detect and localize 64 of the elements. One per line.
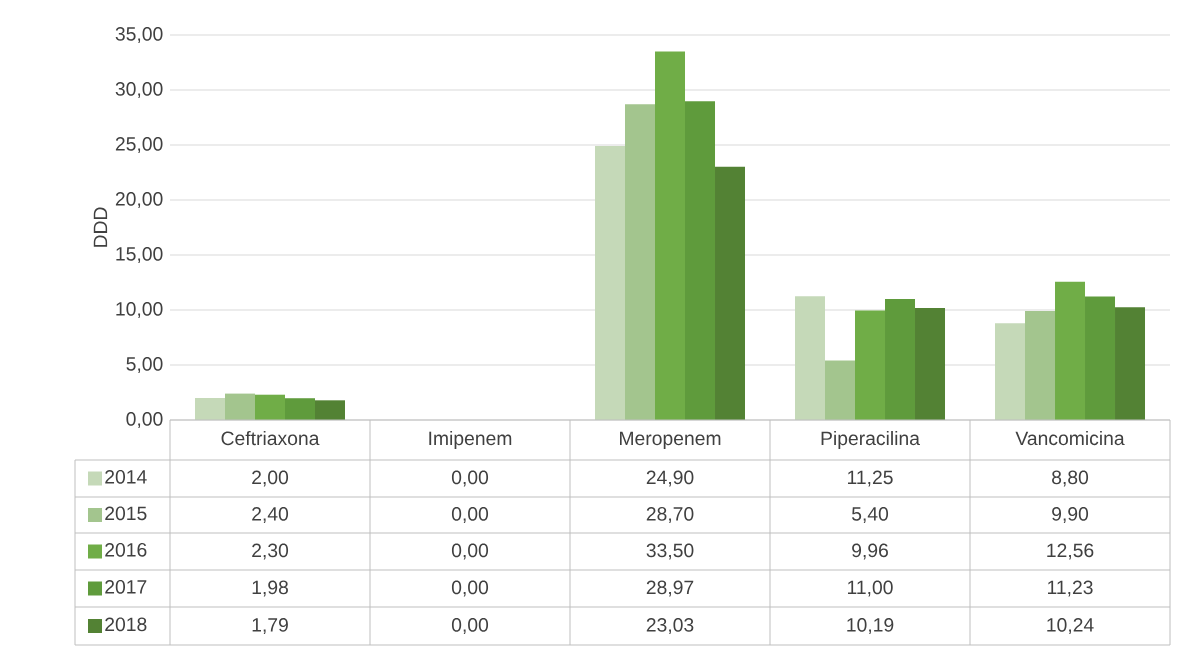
data-label: 2,40 xyxy=(252,507,289,523)
y-axis-title: DDD xyxy=(93,207,108,247)
bar xyxy=(885,299,916,420)
y-tick-label: 10,00 xyxy=(116,302,163,318)
data-label: 10,19 xyxy=(847,618,894,634)
x-tick-label: Ceftriaxona xyxy=(221,430,320,446)
bar xyxy=(995,323,1026,420)
y-tick-label: 35,00 xyxy=(115,27,163,43)
bar xyxy=(1055,281,1086,420)
data-label: 0,00 xyxy=(451,543,489,560)
y-tick-label: 0,00 xyxy=(126,412,163,428)
data-label: 1,98 xyxy=(252,580,288,597)
legend-label: 2014 xyxy=(105,469,147,484)
x-tick-label: Imipenem xyxy=(429,430,512,450)
data-label: 11,25 xyxy=(848,470,893,487)
data-label: 11,23 xyxy=(1048,580,1093,597)
y-tick-label: 25,00 xyxy=(115,137,163,153)
data-label: 2,30 xyxy=(252,543,289,560)
data-label: 12,56 xyxy=(1047,543,1094,560)
bar xyxy=(595,146,626,420)
bar xyxy=(225,393,255,420)
data-label: 1,79 xyxy=(252,618,288,634)
bar xyxy=(1025,311,1056,420)
data-label: 28,97 xyxy=(646,580,694,597)
bar xyxy=(855,310,886,420)
data-label: 0,00 xyxy=(451,507,489,523)
legend-label: 2015 xyxy=(105,506,147,521)
bar xyxy=(1115,307,1146,420)
x-tick-label: Vancomicina xyxy=(1015,430,1125,446)
bar xyxy=(795,296,826,420)
bar xyxy=(1085,296,1116,420)
data-label: 0,00 xyxy=(451,618,489,634)
data-label: 10,24 xyxy=(1047,618,1094,634)
data-label: 9,90 xyxy=(1052,507,1089,523)
y-tick-label: 30,00 xyxy=(115,82,163,98)
legend-label: 2018 xyxy=(105,617,147,632)
data-label: 24,90 xyxy=(646,470,694,487)
bar xyxy=(285,398,315,420)
data-label: 5,40 xyxy=(851,507,889,523)
bar xyxy=(685,101,716,420)
x-tick-label: Piperacilina xyxy=(821,430,920,450)
bar xyxy=(625,104,656,420)
legend-label: 2017 xyxy=(105,579,147,594)
x-tick-label: Meropenem xyxy=(620,431,721,450)
bar xyxy=(715,166,746,420)
bar xyxy=(315,400,346,420)
data-label: 9,96 xyxy=(852,543,888,560)
y-tick-label: 20,00 xyxy=(115,192,163,208)
legend-label: 2016 xyxy=(105,542,147,557)
bar xyxy=(195,398,226,420)
data-label: 2,00 xyxy=(252,470,289,487)
bar xyxy=(915,307,946,420)
data-label: 28,70 xyxy=(646,507,694,523)
y-tick-label: 5,00 xyxy=(126,357,163,373)
bar xyxy=(255,394,286,420)
data-label: 23,03 xyxy=(646,618,694,634)
bar xyxy=(825,360,856,420)
y-tick-label: 15,00 xyxy=(116,247,163,263)
data-label: 8,80 xyxy=(1052,470,1089,487)
data-label: 0,00 xyxy=(451,470,489,487)
data-label: 11,00 xyxy=(848,580,893,597)
data-label: 33,50 xyxy=(646,543,694,560)
data-label: 0,00 xyxy=(451,580,489,597)
bar xyxy=(655,51,686,420)
